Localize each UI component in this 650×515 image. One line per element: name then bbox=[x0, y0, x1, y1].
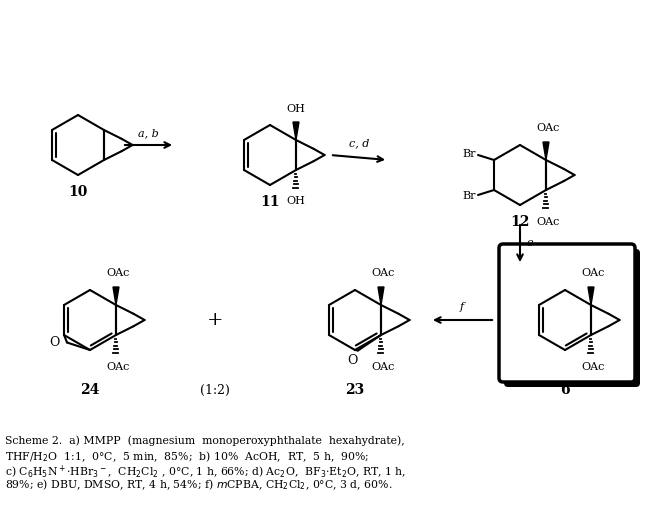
Text: O: O bbox=[347, 354, 358, 368]
Text: 23: 23 bbox=[345, 383, 365, 397]
Text: OAc: OAc bbox=[371, 268, 395, 278]
Text: 12: 12 bbox=[510, 215, 530, 229]
Text: 11: 11 bbox=[260, 195, 280, 209]
Text: 6: 6 bbox=[560, 383, 570, 397]
Polygon shape bbox=[588, 287, 594, 305]
Text: e: e bbox=[527, 238, 534, 248]
Text: OAc: OAc bbox=[536, 123, 560, 133]
Polygon shape bbox=[543, 142, 549, 160]
Text: 24: 24 bbox=[81, 383, 99, 397]
Text: 10: 10 bbox=[68, 185, 88, 199]
Polygon shape bbox=[378, 287, 384, 305]
Text: OAc: OAc bbox=[581, 268, 604, 278]
Text: Scheme 2.  a) MMPP  (magnesium  monoperoxyphthalate  hexahydrate),: Scheme 2. a) MMPP (magnesium monoperoxyp… bbox=[5, 435, 405, 445]
Text: OAc: OAc bbox=[107, 268, 129, 278]
Text: c, d: c, d bbox=[349, 138, 369, 148]
Text: 89%; e) DBU, DMSO, RT, 4 h, 54%; f) $m$CPBA, CH$_2$Cl$_2$, 0$\degree$C, 3 d, 60%: 89%; e) DBU, DMSO, RT, 4 h, 54%; f) $m$C… bbox=[5, 477, 393, 492]
FancyBboxPatch shape bbox=[504, 249, 640, 387]
Text: c) C$_6$H$_5$N$^+$$\cdot$HBr$_3$$^-$,  CH$_2$Cl$_2$ , 0$\degree$C, 1 h, 66%; d) : c) C$_6$H$_5$N$^+$$\cdot$HBr$_3$$^-$, CH… bbox=[5, 463, 406, 480]
FancyBboxPatch shape bbox=[499, 244, 635, 382]
Text: Br: Br bbox=[463, 149, 476, 159]
Text: OAc: OAc bbox=[371, 362, 395, 372]
Text: O: O bbox=[49, 336, 60, 349]
Text: +: + bbox=[207, 311, 223, 329]
Polygon shape bbox=[293, 122, 299, 140]
Text: THF/H$_2$O  1:1,  0$\degree$C,  5 min,  85%;  b) 10%  AcOH,  RT,  5 h,  90%;: THF/H$_2$O 1:1, 0$\degree$C, 5 min, 85%;… bbox=[5, 449, 369, 464]
Text: OAc: OAc bbox=[581, 362, 604, 372]
Text: OAc: OAc bbox=[107, 362, 129, 372]
Text: OAc: OAc bbox=[536, 217, 560, 227]
Text: a, b: a, b bbox=[138, 128, 159, 138]
Text: Br: Br bbox=[463, 191, 476, 201]
Text: OH: OH bbox=[287, 196, 305, 206]
Text: OH: OH bbox=[287, 104, 305, 114]
Text: f: f bbox=[460, 302, 464, 312]
Text: (1:2): (1:2) bbox=[200, 384, 230, 397]
Polygon shape bbox=[113, 287, 119, 305]
